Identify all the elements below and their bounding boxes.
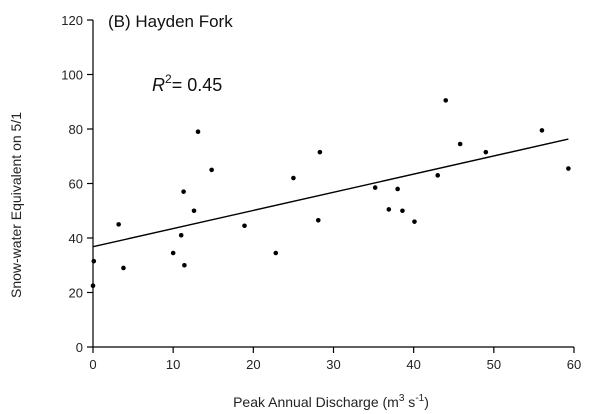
data-point [170,250,176,256]
data-point [483,149,489,155]
y-tick-label: 40 [69,231,83,246]
r-squared-annotation: R2= 0.45 [152,72,222,95]
x-axis-title-mid: s [404,394,415,410]
x-tick-label: 20 [246,357,260,372]
y-axis-title: Snow-water Equivalent on 5/1 [8,112,24,298]
data-point [372,185,378,190]
data-points [90,98,571,288]
data-point [400,208,405,214]
data-point [178,232,184,238]
data-point [539,128,545,133]
y-tick-label: 0 [76,340,83,355]
x-tick-label: 50 [487,357,501,372]
x-axis-title: Peak Annual Discharge (m3 s-1) [233,393,429,410]
x-tick-label: 40 [406,357,420,372]
data-point [91,258,97,264]
x-axis-title-main: Peak Annual Discharge (m [233,394,399,410]
data-point [242,223,247,229]
y-axis-ticks: 0 20 40 60 80 100 120 [61,13,93,355]
x-axis-title-sup2: -1 [415,393,424,404]
data-point [181,189,186,194]
data-point [315,217,321,223]
data-point [395,186,400,192]
x-axis-title-end: ) [424,394,429,410]
r-symbol: R [152,75,165,95]
data-point [435,173,441,178]
r-superscript: 2 [165,72,172,86]
x-axis-title-sup1: 3 [399,393,405,404]
data-point [121,265,126,271]
data-point [457,141,463,147]
data-point [443,98,449,103]
data-point [386,207,392,212]
data-point [291,175,296,181]
y-tick-label: 120 [61,13,83,28]
data-point [273,250,279,256]
data-point [182,262,187,268]
data-point [195,129,201,135]
x-tick-label: 0 [89,357,96,372]
y-tick-label: 60 [69,177,83,192]
data-point [317,149,323,155]
x-axis-ticks: 0 10 20 30 40 50 60 [89,347,581,372]
x-tick-label: 30 [326,357,340,372]
x-tick-label: 10 [166,357,180,372]
y-tick-label: 80 [69,122,83,137]
r-value: = 0.45 [172,75,223,95]
panel-title: (B) Hayden Fork [108,12,233,31]
trend-line [92,138,569,248]
data-point [566,166,571,171]
data-point [412,219,417,224]
data-point [209,167,214,173]
y-tick-label: 100 [61,68,83,83]
y-tick-label: 20 [69,286,83,301]
x-tick-label: 60 [567,357,581,372]
data-point [191,208,197,214]
data-point [116,222,121,227]
data-point [90,283,96,288]
